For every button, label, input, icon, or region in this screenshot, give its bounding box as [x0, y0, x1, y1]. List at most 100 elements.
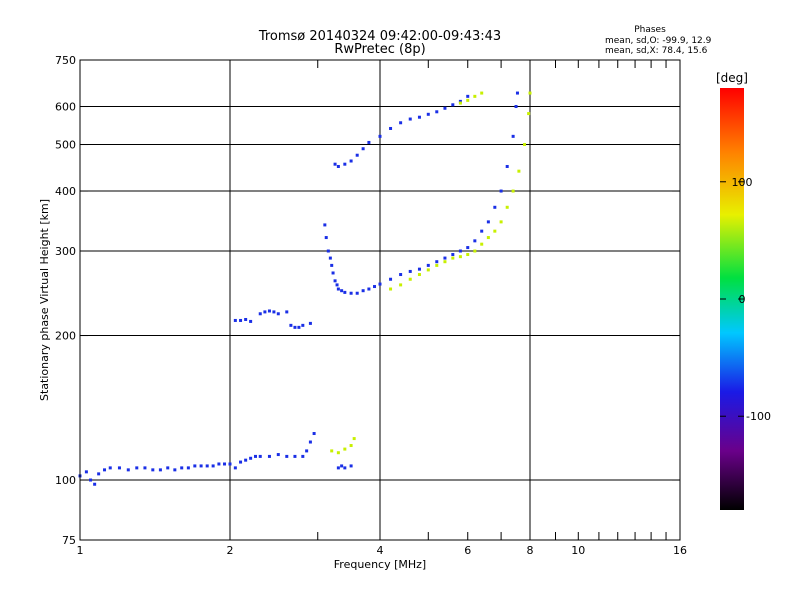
data-point	[473, 249, 477, 253]
data-point	[367, 140, 371, 144]
data-point	[515, 91, 519, 95]
data-point	[158, 468, 162, 472]
data-point	[293, 454, 297, 458]
y-tick-label: 600	[55, 101, 76, 114]
data-point	[389, 287, 393, 291]
data-point	[336, 164, 340, 168]
data-point	[330, 449, 334, 453]
data-point	[233, 466, 237, 470]
data-point	[466, 98, 470, 102]
data-point	[97, 472, 101, 476]
data-point	[267, 454, 271, 458]
data-point	[511, 134, 515, 138]
data-point	[505, 205, 509, 209]
data-point	[233, 318, 237, 322]
data-point	[435, 260, 439, 264]
data-point	[389, 126, 393, 130]
data-point	[451, 103, 455, 107]
grid	[80, 60, 680, 540]
data-point	[343, 162, 347, 166]
data-point	[330, 263, 334, 267]
data-point	[135, 466, 139, 470]
data-point	[328, 256, 332, 260]
data-point	[514, 105, 518, 109]
data-point	[399, 283, 403, 287]
data-point	[355, 153, 359, 157]
data-point	[336, 451, 340, 455]
data-point	[336, 287, 340, 291]
data-point	[499, 220, 503, 224]
data-point	[324, 236, 328, 240]
data-point	[408, 117, 412, 121]
data-point	[426, 263, 430, 267]
data-point	[312, 432, 316, 436]
data-point	[480, 229, 484, 233]
data-point	[301, 454, 305, 458]
x-tick-label: 8	[527, 544, 534, 557]
data-point	[527, 112, 531, 116]
data-point	[180, 466, 184, 470]
data-point	[443, 256, 447, 260]
data-point	[217, 462, 221, 466]
data-point	[263, 310, 267, 314]
data-point	[308, 321, 312, 325]
data-point	[340, 289, 344, 293]
y-tick-label: 75	[62, 534, 76, 547]
data-point	[417, 273, 421, 277]
data-point	[258, 454, 262, 458]
data-point	[480, 242, 484, 246]
data-point	[458, 101, 462, 105]
data-point	[480, 91, 484, 95]
data-point	[378, 282, 382, 286]
y-axis-label: Stationary phase Virtual Height [km]	[38, 199, 51, 401]
data-point	[193, 464, 197, 468]
colorbar-unit-label: [deg]	[716, 71, 748, 85]
data-point	[343, 290, 347, 294]
data-point	[361, 147, 365, 151]
data-point	[253, 454, 257, 458]
data-point	[466, 253, 470, 257]
data-point	[417, 267, 421, 271]
data-point	[103, 468, 107, 472]
data-point	[239, 318, 243, 322]
data-point	[435, 110, 439, 114]
y-tick-label: 500	[55, 139, 76, 152]
data-point	[417, 115, 421, 119]
data-point	[408, 277, 412, 281]
data-point	[443, 260, 447, 264]
data-point	[505, 164, 509, 168]
data-point	[143, 466, 147, 470]
data-point	[244, 317, 248, 321]
data-point	[276, 312, 280, 316]
data-point	[367, 287, 371, 291]
data-point	[336, 466, 340, 470]
data-point	[473, 239, 477, 243]
data-point	[211, 464, 215, 468]
data-point	[523, 143, 527, 147]
data-point	[528, 91, 532, 95]
data-point	[373, 285, 377, 289]
data-point	[323, 223, 327, 227]
data-point	[486, 220, 490, 224]
data-point	[305, 449, 309, 453]
data-point	[186, 466, 190, 470]
data-point	[340, 464, 344, 468]
data-point	[108, 466, 112, 470]
data-point	[267, 309, 271, 313]
data-point	[249, 456, 253, 460]
data-point	[326, 249, 330, 253]
x-tick-label: 10	[571, 544, 585, 557]
data-point	[205, 464, 209, 468]
data-point	[493, 205, 497, 209]
chart-subtitle: RwPretec (8p)	[334, 42, 425, 57]
data-points	[78, 91, 532, 486]
x-tick-label: 2	[227, 544, 234, 557]
x-axis-label: Frequency [MHz]	[334, 558, 426, 571]
data-point	[117, 466, 121, 470]
plot-frame	[79, 59, 681, 541]
data-point	[199, 464, 203, 468]
data-point	[84, 470, 88, 474]
data-point	[333, 162, 337, 166]
